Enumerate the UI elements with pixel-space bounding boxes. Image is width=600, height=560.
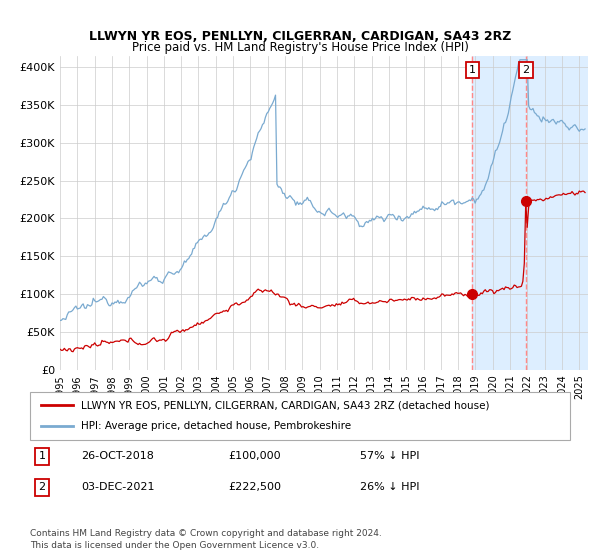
Text: Contains HM Land Registry data © Crown copyright and database right 2024.: Contains HM Land Registry data © Crown c… [30,529,382,538]
Text: £222,500: £222,500 [228,482,281,492]
Text: 26-OCT-2018: 26-OCT-2018 [81,451,154,461]
Text: 03-DEC-2021: 03-DEC-2021 [81,482,155,492]
FancyBboxPatch shape [30,392,570,440]
Text: 1: 1 [469,65,476,75]
Text: LLWYN YR EOS, PENLLYN, CILGERRAN, CARDIGAN, SA43 2RZ (detached house): LLWYN YR EOS, PENLLYN, CILGERRAN, CARDIG… [82,400,490,410]
Text: 2: 2 [523,65,530,75]
Text: 1: 1 [38,451,46,461]
Text: HPI: Average price, detached house, Pembrokeshire: HPI: Average price, detached house, Pemb… [82,421,352,431]
Text: This data is licensed under the Open Government Licence v3.0.: This data is licensed under the Open Gov… [30,542,319,550]
Text: LLWYN YR EOS, PENLLYN, CILGERRAN, CARDIGAN, SA43 2RZ: LLWYN YR EOS, PENLLYN, CILGERRAN, CARDIG… [89,30,511,43]
Text: 2: 2 [38,482,46,492]
Text: £100,000: £100,000 [228,451,281,461]
Text: 57% ↓ HPI: 57% ↓ HPI [360,451,419,461]
Text: 26% ↓ HPI: 26% ↓ HPI [360,482,419,492]
Bar [472,56,588,370]
Text: Price paid vs. HM Land Registry's House Price Index (HPI): Price paid vs. HM Land Registry's House … [131,41,469,54]
